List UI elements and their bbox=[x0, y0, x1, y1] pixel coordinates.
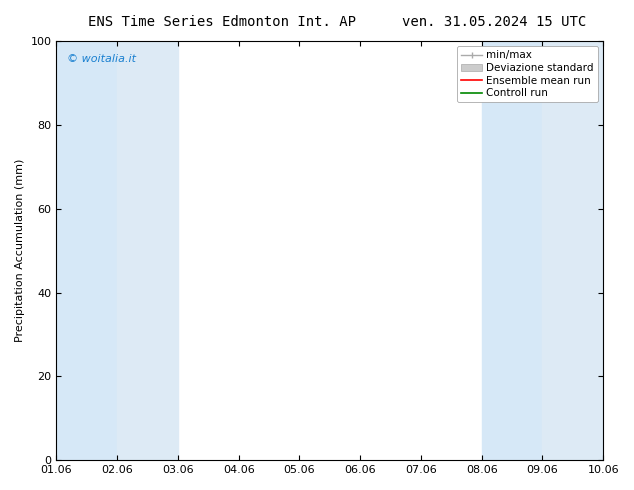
Text: ven. 31.05.2024 15 UTC: ven. 31.05.2024 15 UTC bbox=[403, 15, 586, 29]
Legend: min/max, Deviazione standard, Ensemble mean run, Controll run: min/max, Deviazione standard, Ensemble m… bbox=[457, 46, 598, 102]
Bar bbox=[117, 41, 178, 460]
Bar bbox=[482, 41, 543, 460]
Text: © woitalia.it: © woitalia.it bbox=[67, 53, 136, 64]
Bar bbox=[603, 41, 634, 460]
Bar bbox=[543, 41, 603, 460]
Bar bbox=[56, 41, 117, 460]
Text: ENS Time Series Edmonton Int. AP: ENS Time Series Edmonton Int. AP bbox=[88, 15, 356, 29]
Y-axis label: Precipitation Accumulation (mm): Precipitation Accumulation (mm) bbox=[15, 159, 25, 343]
